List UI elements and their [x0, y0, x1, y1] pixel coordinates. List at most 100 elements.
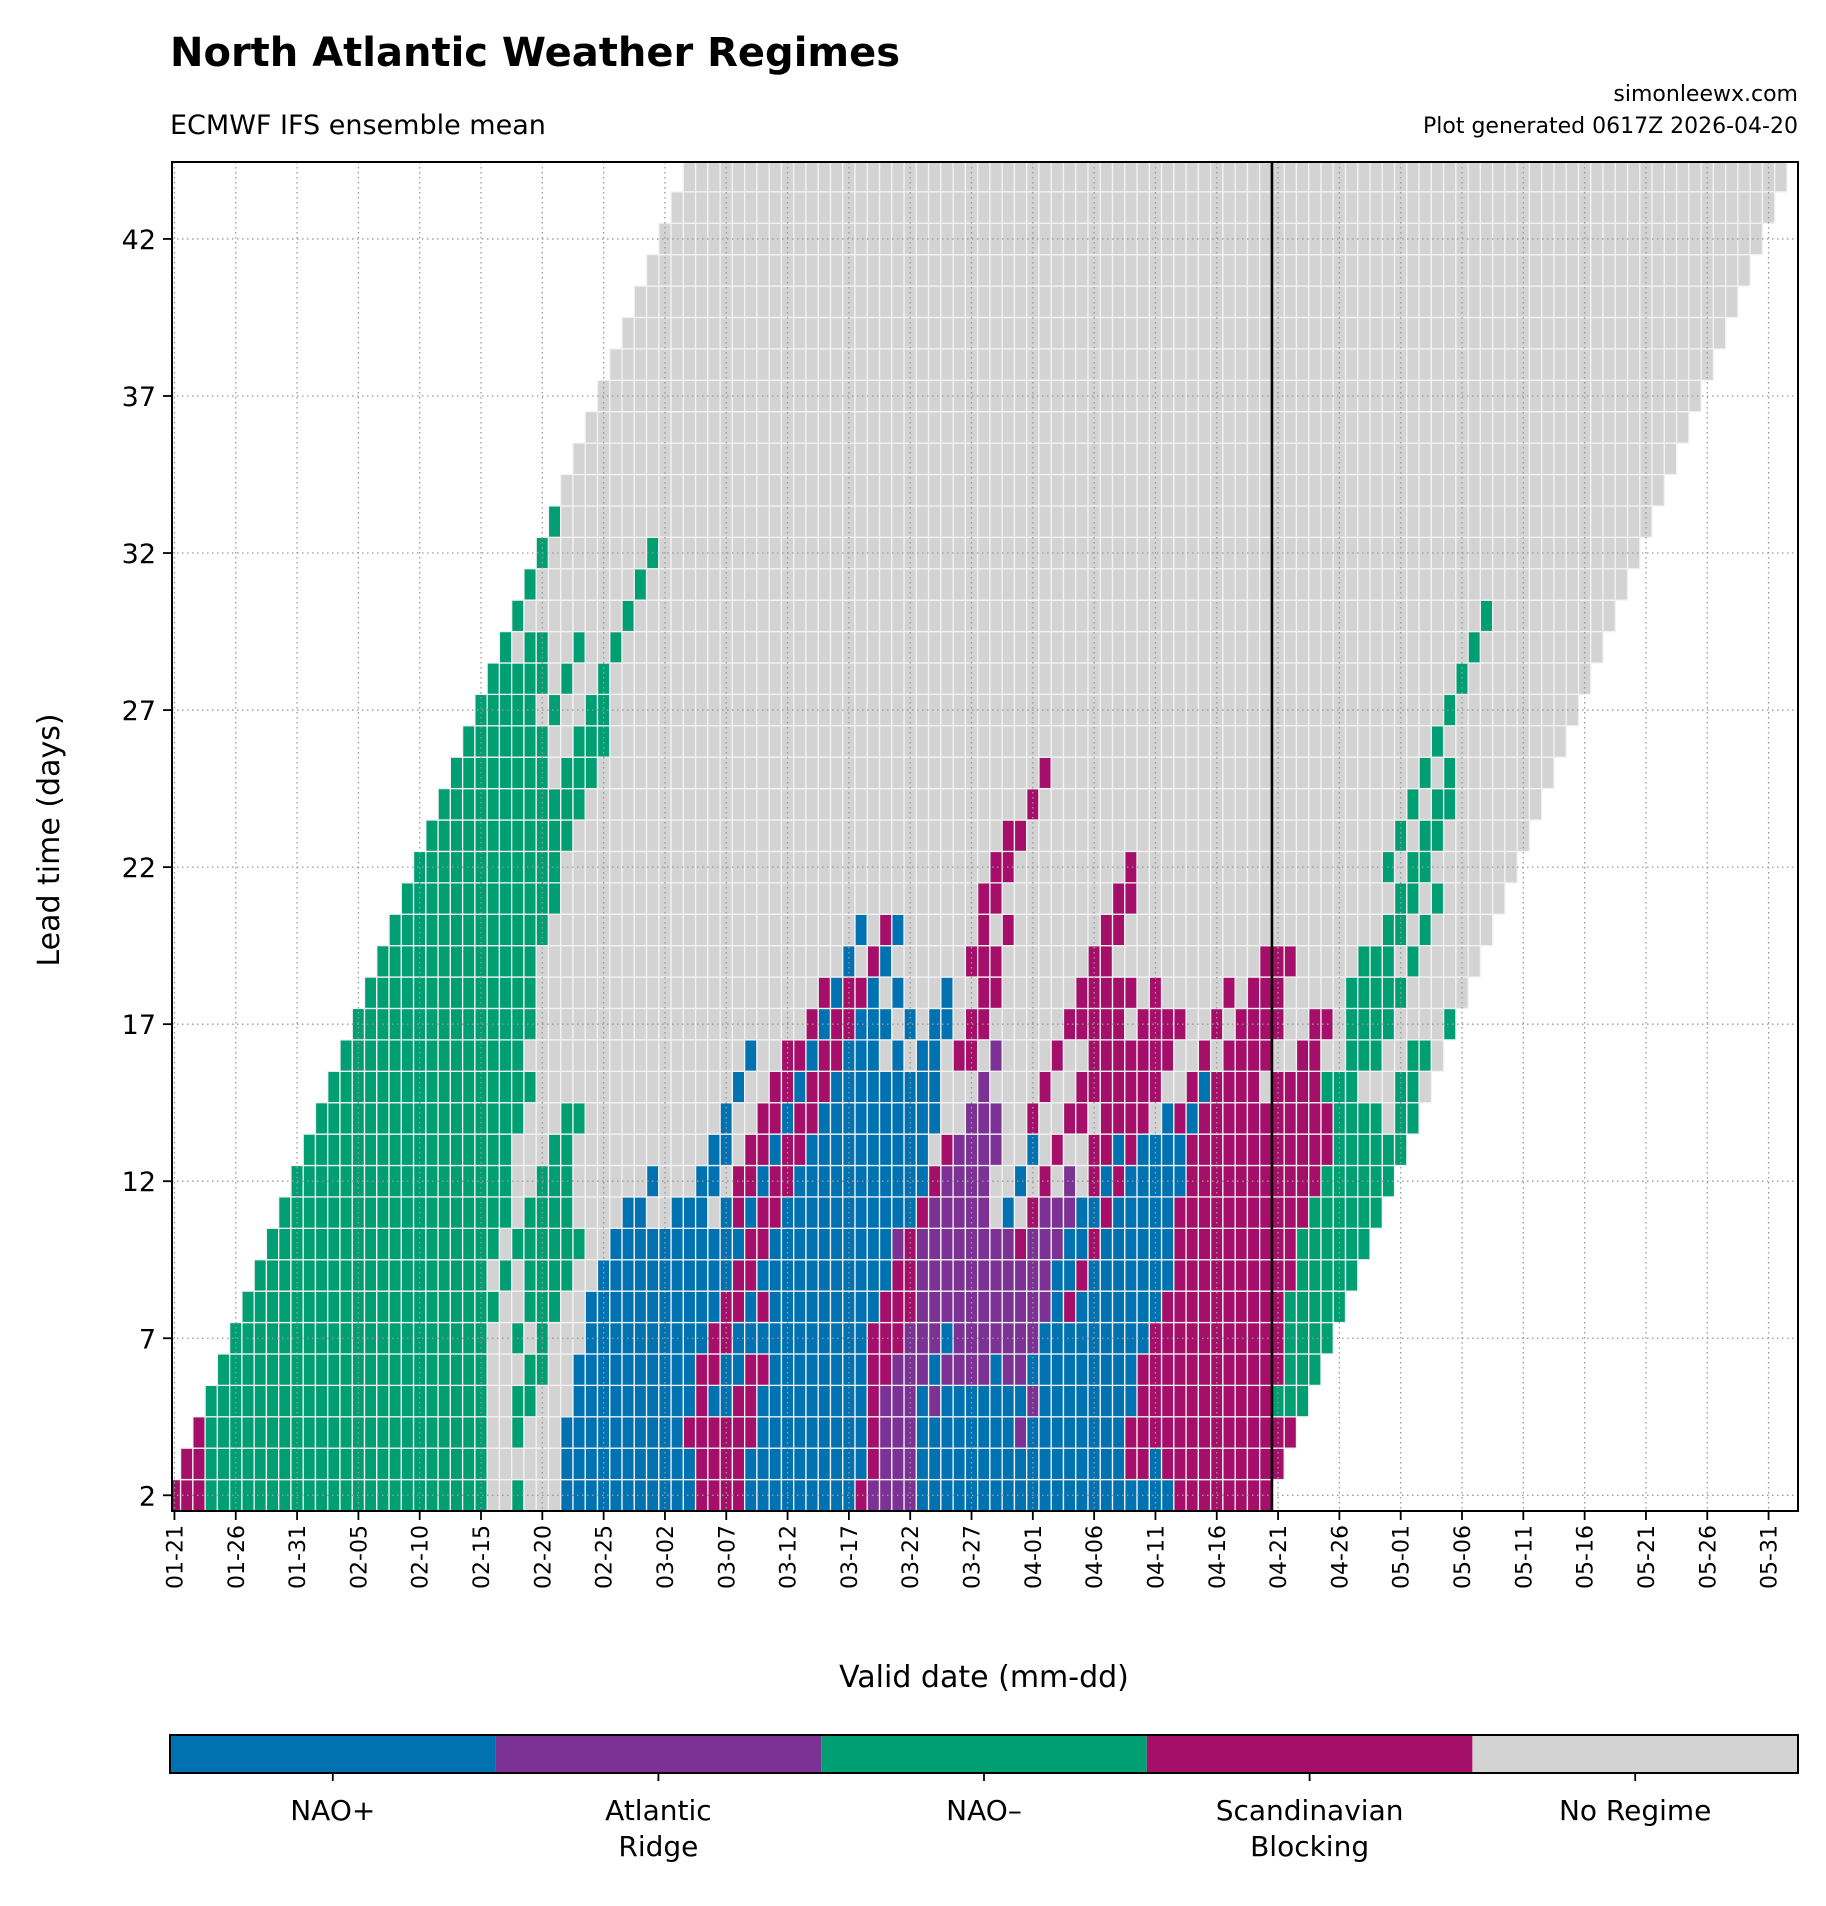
cell-lead-24-day-36	[609, 787, 623, 821]
cell-lead-10-day-84	[1197, 1227, 1212, 1261]
cell-lead-38-day-80	[1148, 348, 1163, 381]
cell-lead-24-day-102	[1418, 787, 1432, 821]
cell-lead-22-day-71	[1038, 850, 1052, 884]
cell-lead-34-day-101	[1406, 473, 1420, 507]
cell-lead-23-day-78	[1124, 819, 1138, 853]
cell-lead-27-day-60	[903, 693, 917, 727]
cell-lead-12-day-58	[878, 1164, 893, 1198]
cell-lead-34-day-115	[1577, 473, 1592, 507]
cell-lead-31-day-118	[1614, 568, 1629, 601]
cell-lead-24-day-99	[1381, 787, 1396, 821]
x-tick-label: 05-11	[1512, 1525, 1537, 1589]
cell-lead-33-day-109	[1504, 505, 1518, 538]
cell-lead-11-day-74	[1075, 1196, 1089, 1229]
cell-lead-4-day-17	[376, 1416, 390, 1449]
cell-lead-23-day-99	[1381, 819, 1396, 853]
cell-lead-13-day-96	[1344, 1133, 1359, 1167]
cell-lead-26-day-51	[793, 725, 807, 758]
cell-lead-41-day-118	[1614, 254, 1629, 287]
cell-lead-6-day-92	[1295, 1353, 1310, 1387]
cell-lead-19-day-102	[1418, 944, 1432, 978]
cell-lead-40-day-126	[1712, 285, 1727, 319]
cell-lead-20-day-36	[609, 913, 623, 947]
cell-lead-34-day-71	[1038, 473, 1052, 507]
cell-lead-10-day-54	[829, 1227, 844, 1261]
cell-lead-41-day-77	[1111, 254, 1126, 287]
cell-lead-21-day-23	[449, 882, 464, 915]
cell-lead-41-day-68	[1001, 254, 1016, 287]
cell-lead-31-day-111	[1528, 568, 1543, 601]
cell-lead-38-day-74	[1075, 348, 1089, 381]
cell-lead-30-day-98	[1369, 599, 1383, 633]
cell-lead-10-day-26	[486, 1227, 501, 1261]
cell-lead-25-day-33	[572, 756, 586, 790]
x-tick-label: 02-10	[409, 1525, 434, 1589]
cell-lead-37-day-53	[817, 379, 832, 413]
cell-lead-39-day-59	[891, 316, 905, 350]
cell-lead-16-day-21	[425, 1039, 439, 1072]
cell-lead-12-day-42	[682, 1164, 697, 1198]
cell-lead-5-day-14	[339, 1384, 353, 1418]
cell-lead-23-day-110	[1516, 819, 1531, 853]
cell-lead-26-day-43	[694, 725, 709, 758]
cell-lead-18-day-43	[694, 976, 709, 1010]
cell-lead-6-day-19	[400, 1353, 415, 1387]
cell-lead-30-day-31	[547, 599, 562, 633]
cell-lead-31-day-61	[915, 568, 930, 601]
cell-lead-40-day-74	[1075, 285, 1089, 319]
cell-lead-20-day-47	[744, 913, 758, 947]
cell-lead-24-day-49	[768, 787, 783, 821]
cell-lead-29-day-71	[1038, 630, 1052, 664]
cell-lead-33-day-54	[829, 505, 844, 538]
cell-lead-28-day-76	[1099, 662, 1114, 696]
cell-lead-43-day-82	[1173, 191, 1187, 224]
cell-lead-35-day-114	[1565, 442, 1580, 476]
cell-lead-18-day-67	[989, 976, 1003, 1010]
cell-lead-29-day-37	[621, 630, 635, 664]
x-tick-label: 04-26	[1328, 1525, 1353, 1589]
cell-lead-16-day-36	[609, 1039, 623, 1072]
cell-lead-4-day-24	[461, 1416, 476, 1449]
cell-lead-7-day-62	[927, 1321, 942, 1355]
cell-lead-13-day-37	[621, 1133, 635, 1167]
cell-lead-13-day-82	[1173, 1133, 1187, 1167]
cell-lead-4-day-3	[204, 1416, 219, 1449]
cell-lead-18-day-41	[670, 976, 684, 1010]
cell-lead-21-day-24	[461, 882, 476, 915]
cell-lead-11-day-19	[400, 1196, 415, 1229]
cell-lead-44-day-43	[694, 162, 709, 193]
cell-lead-21-day-89	[1259, 882, 1273, 915]
cell-lead-37-day-62	[927, 379, 942, 413]
cell-lead-9-day-79	[1136, 1259, 1150, 1292]
cell-lead-44-day-108	[1492, 162, 1506, 193]
cell-lead-33-day-66	[976, 505, 991, 538]
cell-lead-14-day-36	[609, 1102, 623, 1135]
cell-lead-27-day-42	[682, 693, 697, 727]
cell-lead-4-day-88	[1246, 1416, 1261, 1449]
cell-lead-3-day-61	[915, 1447, 930, 1481]
cell-lead-18-day-69	[1013, 976, 1028, 1010]
cell-lead-14-day-73	[1062, 1102, 1077, 1135]
cell-lead-9-day-24	[461, 1259, 476, 1292]
cell-lead-9-day-56	[854, 1259, 868, 1292]
cell-lead-25-day-94	[1320, 756, 1334, 790]
cell-lead-10-day-8	[265, 1227, 280, 1261]
cell-lead-28-day-74	[1075, 662, 1089, 696]
cell-lead-25-day-74	[1075, 756, 1089, 790]
x-tick-label: 04-06	[1083, 1525, 1108, 1589]
cell-lead-15-day-77	[1111, 1070, 1126, 1104]
cell-lead-25-day-24	[461, 756, 476, 790]
cell-lead-18-day-58	[878, 976, 893, 1010]
cell-lead-15-day-23	[449, 1070, 464, 1104]
cell-lead-20-day-59	[891, 913, 905, 947]
cell-lead-28-day-46	[731, 662, 746, 696]
cell-lead-30-day-117	[1602, 599, 1616, 633]
cell-lead-11-day-67	[989, 1196, 1003, 1229]
cell-lead-6-day-37	[621, 1353, 635, 1387]
cell-lead-43-day-84	[1197, 191, 1212, 224]
cell-lead-22-day-102	[1418, 850, 1432, 884]
cell-lead-25-day-93	[1308, 756, 1322, 790]
y-tick-label: 7	[139, 1324, 156, 1355]
cell-lead-35-day-121	[1651, 442, 1665, 476]
cell-lead-15-day-52	[805, 1070, 819, 1104]
